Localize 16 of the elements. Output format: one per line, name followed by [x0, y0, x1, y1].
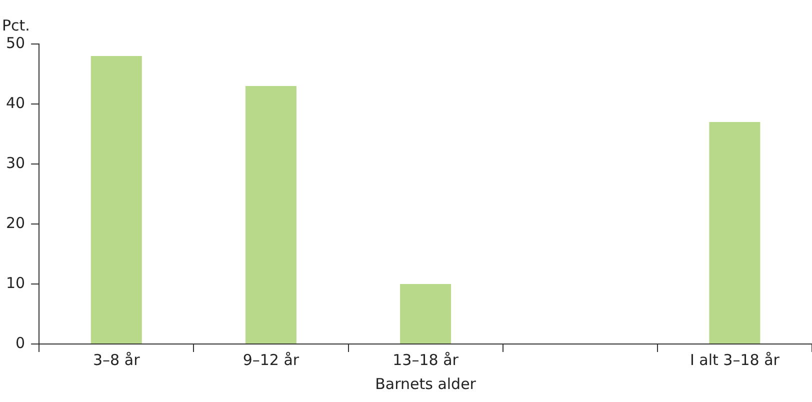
y-tick-label: 40	[6, 94, 26, 112]
y-tick-label: 10	[6, 274, 26, 292]
y-axis-title: Pct.	[2, 16, 30, 34]
bar	[245, 86, 296, 344]
x-tick-label: I alt 3–18 år	[690, 350, 780, 369]
y-tick-label: 0	[16, 334, 26, 352]
x-tick-label: 9–12 år	[242, 350, 300, 369]
y-tick-label: 20	[6, 214, 26, 232]
bar	[709, 122, 760, 344]
x-tick-label: 13–18 år	[392, 350, 460, 369]
y-tick-label: 30	[6, 154, 26, 172]
bar	[400, 284, 452, 344]
y-tick-label: 50	[6, 34, 26, 52]
bar	[90, 56, 142, 344]
x-axis-title: Barnets alder	[375, 374, 477, 393]
x-tick-label: 3–8 år	[93, 350, 141, 369]
